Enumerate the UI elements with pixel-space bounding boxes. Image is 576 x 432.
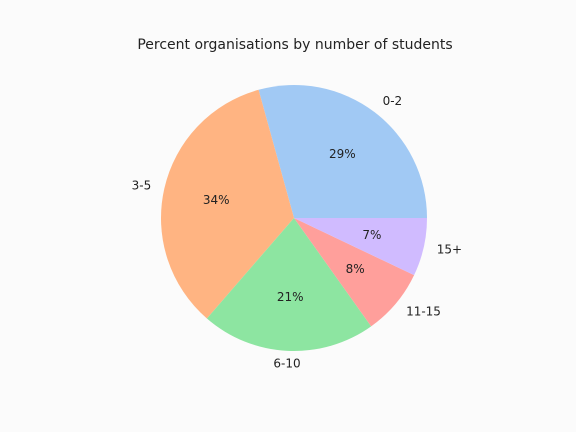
value-label: 34% xyxy=(203,193,230,207)
chart-title: Percent organisations by number of stude… xyxy=(137,37,452,53)
pie-slice xyxy=(258,84,427,218)
value-label: 21% xyxy=(277,290,304,304)
slice-label: 15+ xyxy=(437,243,462,257)
slice-label: 0-2 xyxy=(383,94,403,108)
pie-slice xyxy=(161,89,294,319)
pie-slice xyxy=(294,218,427,276)
pie-slice xyxy=(206,218,372,351)
value-label: 29% xyxy=(329,147,356,161)
slice-label: 11-15 xyxy=(406,305,441,319)
pie-slice xyxy=(294,218,415,327)
value-label: 8% xyxy=(346,262,365,276)
slice-label: 3-5 xyxy=(132,178,152,192)
slice-label: 6-10 xyxy=(273,357,300,371)
value-label: 7% xyxy=(362,228,381,242)
